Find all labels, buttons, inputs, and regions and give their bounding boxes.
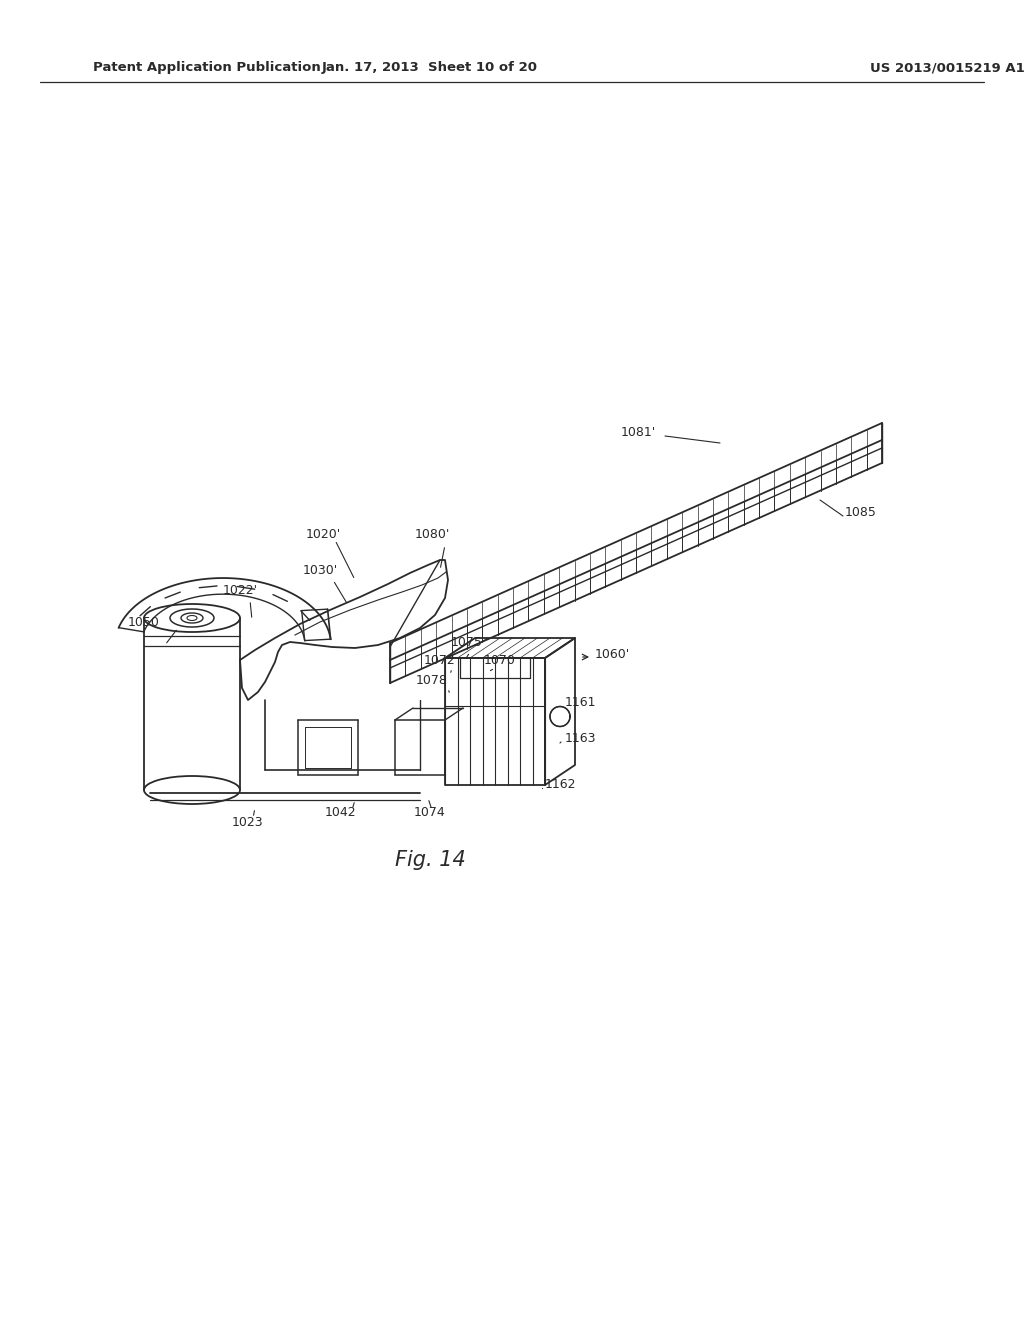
Text: 1022': 1022' (222, 583, 258, 597)
Text: Jan. 17, 2013  Sheet 10 of 20: Jan. 17, 2013 Sheet 10 of 20 (322, 62, 538, 74)
Text: Fig. 14: Fig. 14 (394, 850, 465, 870)
Text: 1078: 1078 (416, 673, 447, 686)
Text: 1162: 1162 (545, 779, 577, 792)
Text: 1042: 1042 (325, 807, 355, 820)
Text: 1030': 1030' (302, 564, 338, 577)
Text: 1085: 1085 (845, 506, 877, 519)
Text: 1075: 1075 (451, 636, 483, 649)
Text: 1023: 1023 (231, 817, 263, 829)
Text: 1020': 1020' (305, 528, 341, 541)
Text: 1074: 1074 (414, 807, 445, 820)
Text: 1081': 1081' (621, 425, 656, 438)
Text: 1080': 1080' (415, 528, 450, 541)
Text: Patent Application Publication: Patent Application Publication (93, 62, 321, 74)
Text: 1060': 1060' (595, 648, 630, 661)
Text: 1163: 1163 (565, 731, 597, 744)
Text: US 2013/0015219 A1: US 2013/0015219 A1 (870, 62, 1024, 74)
Text: 1161: 1161 (565, 697, 597, 710)
Text: 1070: 1070 (484, 653, 516, 667)
Text: 1050: 1050 (128, 616, 160, 630)
Text: 1072: 1072 (424, 653, 456, 667)
